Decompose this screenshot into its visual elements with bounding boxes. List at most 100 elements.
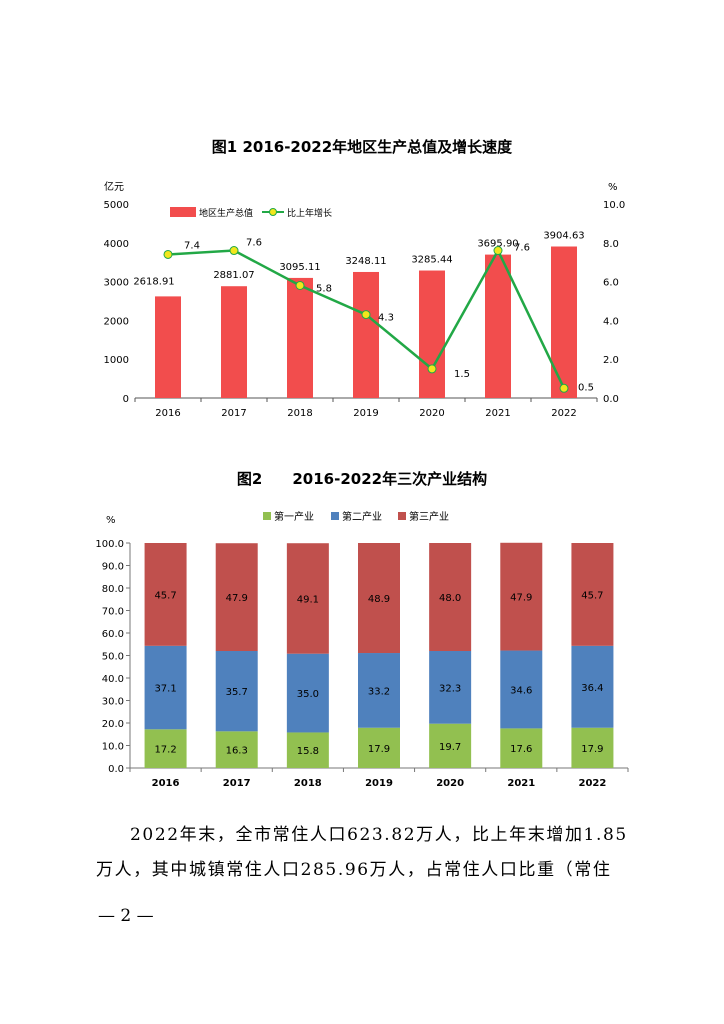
right-tick-label: 4.0: [603, 316, 619, 327]
segment-label: 45.7: [581, 590, 603, 601]
segment-label: 17.6: [510, 744, 532, 755]
right-axis-unit: %: [608, 182, 618, 193]
legend-gdp-swatch: [170, 207, 196, 217]
y-tick-label: 50.0: [102, 652, 124, 663]
page-number: — 2 —: [98, 906, 154, 926]
segment-第三产业: [144, 543, 187, 646]
right-tick-label: 0.0: [603, 394, 619, 405]
segment-第三产业: [215, 543, 258, 651]
segment-label: 47.9: [226, 593, 248, 604]
segment-第二产业: [500, 650, 543, 729]
left-axis-unit: 亿元: [104, 180, 124, 193]
segment-第一产业: [144, 729, 187, 768]
left-tick-label: 1000: [104, 355, 129, 366]
population-paragraph: 2022年末，全市常住人口623.82万人，比上年末增加1.85万人，其中城镇常…: [96, 825, 628, 880]
segment-label: 33.2: [368, 686, 390, 697]
right-tick-label: 6.0: [603, 278, 619, 289]
growth-label: 7.6: [246, 238, 262, 249]
x-tick-label: 2021: [485, 408, 510, 419]
segment-第二产业: [286, 653, 329, 733]
segment-第二产业: [215, 651, 258, 732]
legend-label: 第一产业: [274, 510, 314, 523]
segment-label: 37.1: [154, 684, 176, 695]
x-tick-label: 2018: [294, 778, 322, 789]
growth-point: [493, 246, 503, 256]
y-tick-label: 30.0: [102, 697, 124, 708]
y-tick-label: 70.0: [102, 607, 124, 618]
gdp-bar-label: 2618.91: [133, 276, 174, 287]
segment-第三产业: [429, 543, 472, 651]
x-tick-label: 2016: [152, 778, 180, 789]
growth-point: [229, 246, 239, 256]
left-tick-label: 5000: [104, 200, 129, 211]
segment-第二产业: [571, 645, 614, 728]
segment-第一产业: [286, 732, 329, 768]
segment-label: 45.7: [154, 590, 176, 601]
segment-第二产业: [429, 651, 472, 724]
gdp-bar-label: 3095.11: [279, 262, 320, 273]
segment-label: 16.3: [226, 746, 248, 757]
segment-label: 35.0: [297, 689, 319, 700]
growth-label: 1.5: [454, 369, 470, 380]
segment-label: 17.9: [368, 744, 390, 755]
segment-第二产业: [358, 653, 400, 728]
x-tick-label: 2022: [551, 408, 576, 419]
legend-label: 第三产业: [409, 510, 449, 523]
growth-point: [295, 280, 305, 290]
left-tick-label: 4000: [104, 239, 129, 250]
segment-label: 47.9: [510, 593, 532, 604]
growth-point: [361, 310, 371, 320]
legend-label: 第二产业: [342, 510, 382, 523]
x-tick-label: 2021: [507, 778, 535, 789]
growth-label: 4.3: [378, 313, 394, 324]
segment-label: 34.6: [510, 685, 532, 696]
growth-label: 7.4: [184, 240, 200, 251]
legend-gdp-label: 地区生产总值: [199, 207, 253, 219]
x-tick-label: 2019: [353, 408, 378, 419]
right-tick-label: 2.0: [603, 355, 619, 366]
growth-point: [427, 364, 437, 374]
gdp-bar-label: 3904.63: [543, 231, 584, 242]
legend-swatch: [398, 512, 406, 520]
growth-label: 5.8: [316, 283, 332, 294]
x-tick-label: 2017: [223, 778, 251, 789]
segment-label: 36.4: [581, 683, 603, 694]
segment-label: 17.2: [154, 745, 176, 756]
x-tick-label: 2017: [221, 408, 246, 419]
gdp-bar: [551, 246, 577, 398]
segment-label: 32.3: [439, 683, 461, 694]
y-axis-unit: %: [106, 515, 116, 526]
right-tick-label: 10.0: [603, 200, 625, 211]
right-tick-label: 8.0: [603, 239, 619, 250]
x-tick-label: 2020: [419, 408, 444, 419]
gdp-bar-label: 2881.07: [213, 270, 254, 281]
gdp-bar-label: 3695.90: [477, 239, 518, 250]
segment-label: 48.0: [439, 593, 461, 604]
y-tick-label: 20.0: [102, 719, 124, 730]
segment-label: 48.9: [368, 594, 390, 605]
y-tick-label: 90.0: [102, 562, 124, 573]
segment-第一产业: [429, 723, 472, 768]
x-tick-label: 2019: [365, 778, 393, 789]
left-tick-label: 3000: [104, 278, 129, 289]
left-tick-label: 0: [123, 394, 129, 405]
x-tick-label: 2016: [155, 408, 180, 419]
y-tick-label: 40.0: [102, 674, 124, 685]
segment-label: 17.9: [581, 744, 603, 755]
segment-第三产业: [500, 542, 543, 651]
gdp-bar: [155, 296, 181, 398]
segment-label: 35.7: [226, 687, 248, 698]
growth-point: [163, 249, 173, 259]
x-tick-label: 2022: [579, 778, 607, 789]
y-tick-label: 80.0: [102, 584, 124, 595]
x-tick-label: 2018: [287, 408, 312, 419]
industry-structure-chart: 0.0 10.0 20.0 30.0 40.0 50.0 60.0 70.0 80.0 90.0 1…: [95, 510, 629, 789]
segment-第二产业: [144, 645, 187, 730]
gdp-bar-label: 3285.44: [411, 255, 452, 266]
gdp-chart: 2016 2017 2018 2019 2020 2021 2022 0 1000 2000 300…: [104, 180, 626, 419]
gdp-bar-label: 3248.11: [345, 256, 386, 267]
chart2-title: 图2 2016-2022年三次产业结构: [236, 470, 488, 488]
segment-第一产业: [358, 727, 400, 768]
gdp-bar: [419, 270, 445, 398]
segment-label: 49.1: [297, 594, 319, 605]
